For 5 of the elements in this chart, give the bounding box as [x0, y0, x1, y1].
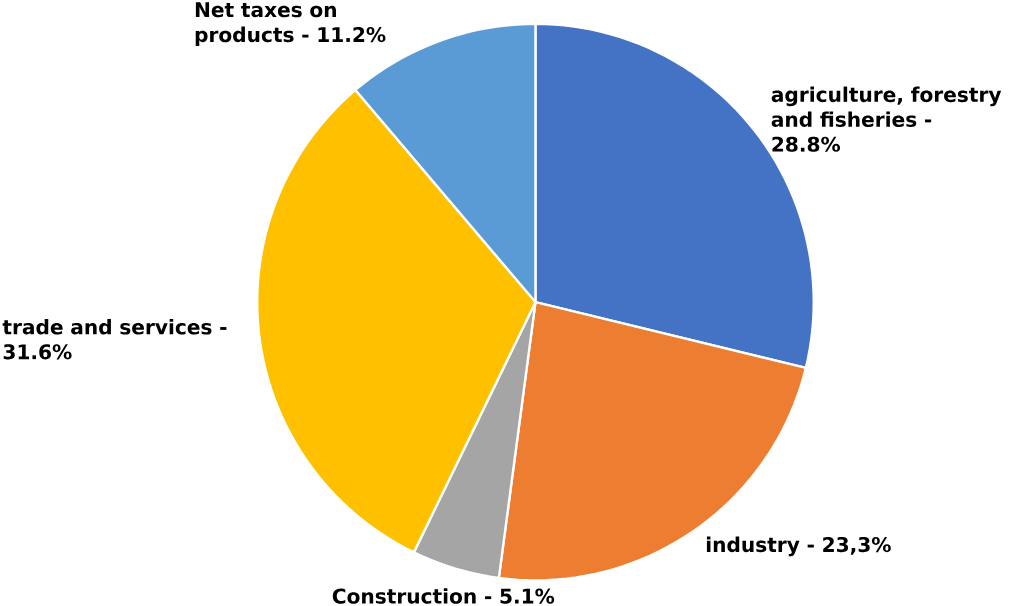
- slice-label: industry - 23,3%: [706, 536, 891, 557]
- slice-label: agriculture, forestry and fisheries - 28.8%: [771, 86, 1002, 152]
- slice-label: Net taxes on products - 11.2%: [195, 2, 386, 47]
- slice-label: trade and services - 31.6%: [2, 318, 227, 360]
- slice-label: Construction - 5.1%: [332, 588, 555, 604]
